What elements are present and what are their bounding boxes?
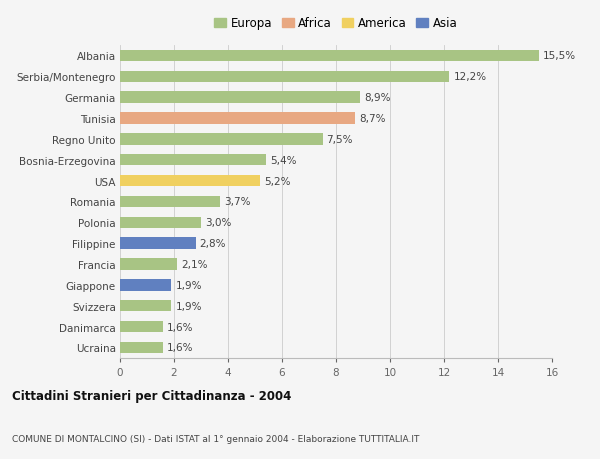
- Bar: [120, 321, 163, 332]
- Text: 15,5%: 15,5%: [542, 51, 575, 62]
- Text: 5,4%: 5,4%: [270, 155, 296, 165]
- Bar: [120, 50, 539, 62]
- Text: 5,2%: 5,2%: [265, 176, 291, 186]
- Text: 3,7%: 3,7%: [224, 197, 250, 207]
- Bar: [120, 238, 196, 249]
- Text: 1,6%: 1,6%: [167, 322, 194, 332]
- Bar: [120, 92, 360, 104]
- Text: 7,5%: 7,5%: [326, 134, 353, 145]
- Bar: [120, 300, 172, 312]
- Bar: [120, 196, 220, 207]
- Bar: [120, 217, 201, 229]
- Text: 2,8%: 2,8%: [200, 239, 226, 249]
- Bar: [120, 175, 260, 187]
- Text: 1,6%: 1,6%: [167, 342, 194, 353]
- Text: 2,1%: 2,1%: [181, 259, 207, 269]
- Text: 3,0%: 3,0%: [205, 218, 232, 228]
- Text: 8,7%: 8,7%: [359, 114, 385, 124]
- Bar: [120, 155, 266, 166]
- Bar: [120, 72, 449, 83]
- Text: 8,9%: 8,9%: [364, 93, 391, 103]
- Legend: Europa, Africa, America, Asia: Europa, Africa, America, Asia: [214, 17, 458, 30]
- Text: COMUNE DI MONTALCINO (SI) - Dati ISTAT al 1° gennaio 2004 - Elaborazione TUTTITA: COMUNE DI MONTALCINO (SI) - Dati ISTAT a…: [12, 434, 419, 442]
- Bar: [120, 113, 355, 124]
- Text: 1,9%: 1,9%: [175, 301, 202, 311]
- Text: 12,2%: 12,2%: [454, 72, 487, 82]
- Bar: [120, 134, 323, 145]
- Text: Cittadini Stranieri per Cittadinanza - 2004: Cittadini Stranieri per Cittadinanza - 2…: [12, 389, 292, 403]
- Bar: [120, 259, 176, 270]
- Bar: [120, 280, 172, 291]
- Bar: [120, 342, 163, 353]
- Text: 1,9%: 1,9%: [175, 280, 202, 290]
